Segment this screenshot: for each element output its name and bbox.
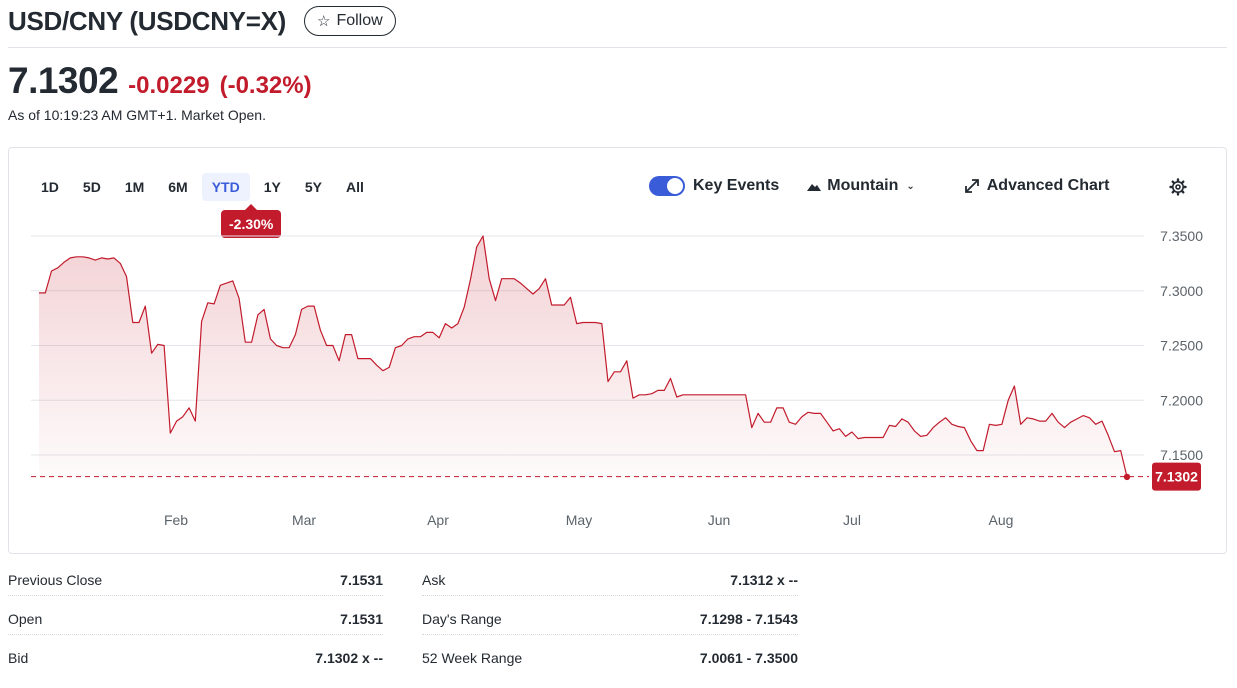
- price-change: -0.0229: [128, 72, 210, 99]
- chart-card: 1D 5D 1M 6M YTD 1Y 5Y All -2.30% Key Eve…: [8, 147, 1227, 554]
- range-change-badge: -2.30%: [221, 204, 282, 238]
- range-1m[interactable]: 1M: [115, 173, 154, 201]
- stat-label: Previous Close: [8, 571, 103, 588]
- stat-open: Open 7.1531: [8, 603, 383, 635]
- x-tick-label: Jul: [843, 512, 861, 528]
- stat-value: 7.1312 x --: [730, 571, 798, 588]
- advanced-chart-label: Advanced Chart: [986, 177, 1110, 194]
- current-price-label: 7.1302: [1155, 469, 1198, 485]
- chevron-down-icon: ⌄: [906, 180, 915, 192]
- advanced-chart-button[interactable]: Advanced Chart: [964, 177, 1110, 195]
- stat-value: 7.1302 x --: [315, 650, 383, 666]
- x-tick-label: Jun: [708, 512, 731, 528]
- stat-label: Day's Range: [422, 610, 502, 627]
- page-title: USD/CNY (USDCNY=X): [8, 5, 286, 36]
- stat-previous-close: Previous Close 7.1531: [8, 564, 383, 596]
- y-tick-label: 7.1500: [1160, 447, 1203, 463]
- range-ytd[interactable]: YTD: [201, 173, 250, 201]
- price-area-fill: [39, 236, 1127, 477]
- stat-value: 7.0061 - 7.3500: [699, 650, 798, 666]
- y-tick-label: 7.3000: [1160, 283, 1203, 299]
- mountain-icon: [807, 184, 822, 191]
- x-tick-label: May: [566, 512, 592, 528]
- stat-label: 52 Week Range: [422, 650, 523, 666]
- chart-type-dropdown[interactable]: Mountain ⌄: [807, 177, 915, 195]
- y-tick-label: 7.2500: [1160, 338, 1203, 354]
- x-tick-label: Mar: [292, 512, 316, 528]
- expand-icon: [964, 179, 979, 193]
- chart-type-label: Mountain: [827, 177, 899, 194]
- market-status-text: As of 10:19:23 AM GMT+1. Market Open.: [8, 107, 266, 123]
- header-divider: [8, 47, 1227, 48]
- key-events-label: Key Events: [693, 177, 780, 194]
- stat-value: 7.1531: [340, 610, 383, 627]
- range-5d[interactable]: 5D: [73, 173, 111, 201]
- quote-price-block: 7.1302 -0.0229 (-0.32%): [8, 60, 312, 102]
- star-icon: ☆: [317, 12, 331, 30]
- current-price-label-box: [1152, 462, 1201, 491]
- key-events-toggle[interactable]: [649, 176, 685, 196]
- x-tick-label: Feb: [164, 512, 188, 528]
- range-5y[interactable]: 5Y: [295, 173, 332, 201]
- price-line: [39, 235, 1128, 478]
- y-tick-label: 7.3500: [1160, 228, 1203, 244]
- stat-days-range: Day's Range 7.1298 - 7.1543: [422, 603, 798, 635]
- stat-bid: Bid 7.1302 x --: [8, 642, 383, 674]
- stat-52-week-range: 52 Week Range 7.0061 - 7.3500: [422, 642, 798, 674]
- toggle-knob: [667, 178, 683, 194]
- range-6m[interactable]: 6M: [158, 173, 197, 201]
- follow-label: Follow: [336, 12, 383, 29]
- range-all[interactable]: All: [336, 173, 374, 201]
- y-tick-label: 7.2000: [1160, 392, 1203, 408]
- range-selector: 1D 5D 1M 6M YTD 1Y 5Y All: [31, 173, 374, 201]
- x-tick-label: Aug: [989, 512, 1014, 528]
- range-1d[interactable]: 1D: [31, 173, 69, 201]
- x-tick-label: Apr: [427, 512, 449, 528]
- stat-ask: Ask 7.1312 x --: [422, 564, 798, 596]
- chart-toolbar: Key Events Mountain ⌄ Advanced Chart: [649, 176, 1109, 196]
- settings-gear-icon[interactable]: [1169, 178, 1187, 196]
- stat-label: Ask: [422, 571, 446, 588]
- stat-value: 7.1298 - 7.1543: [699, 610, 798, 627]
- stat-label: Bid: [8, 650, 29, 666]
- stat-label: Open: [8, 610, 43, 627]
- last-price-dot: [1123, 473, 1131, 481]
- price-change-percent: (-0.32%): [219, 72, 312, 99]
- price-chart[interactable]: 7.3500 7.3000 7.2500 7.2000 7.1500 Feb Mar Apr M…: [9, 148, 1228, 555]
- current-price: 7.1302: [8, 60, 119, 101]
- range-1y[interactable]: 1Y: [254, 173, 291, 201]
- follow-button[interactable]: ☆ Follow: [304, 6, 396, 36]
- quote-header: USD/CNY (USDCNY=X) ☆ Follow: [8, 4, 396, 38]
- stat-value: 7.1531: [340, 571, 383, 588]
